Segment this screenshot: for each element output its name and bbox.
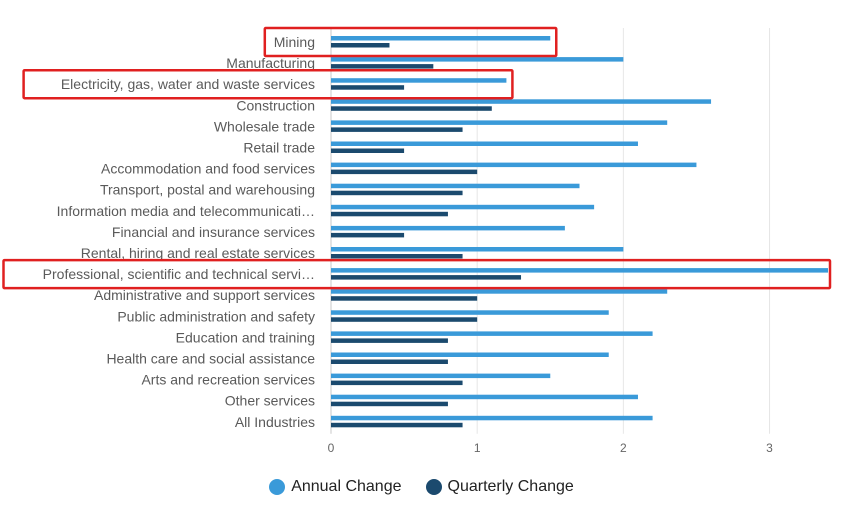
bar-annual-change (331, 415, 653, 421)
category-label: Wholesale trade (214, 118, 315, 134)
category-label: Information media and telecommunicati… (57, 203, 315, 219)
highlight-box (22, 68, 514, 100)
bar-quarterly-change (331, 169, 478, 175)
x-tick-label: 1 (474, 441, 481, 455)
bar-annual-change (331, 57, 624, 62)
bar-quarterly-change (331, 296, 478, 301)
bar-quarterly-change (331, 422, 463, 428)
category-label: Accommodation and food services (101, 161, 315, 177)
legend-swatch-quarterly (425, 479, 442, 495)
category-label: Health care and social assistance (106, 351, 315, 367)
category-label: Transport, postal and warehousing (100, 182, 315, 198)
bar-quarterly-change (331, 106, 492, 111)
category-label: Retail trade (243, 140, 315, 156)
bar-annual-change (331, 78, 507, 83)
bar-quarterly-change (331, 380, 463, 386)
category-label: All Industries (235, 414, 315, 430)
category-label: Manufacturing (226, 55, 315, 71)
x-tick-label: 2 (620, 441, 627, 455)
bar-annual-change (331, 373, 551, 379)
bar-quarterly-change (331, 190, 463, 196)
legend-item-annual[interactable]: Annual Change (269, 478, 402, 496)
bar-annual-change (331, 352, 609, 357)
category-label: Other services (225, 393, 315, 409)
bar-chart: Mining Manufacturing Electricity, gas, wat… (2, 26, 832, 455)
category-label: Administrative and support services (94, 287, 315, 303)
category-label: Public administration and safety (117, 308, 315, 324)
bar-annual-change (331, 331, 653, 336)
legend-item-quarterly[interactable]: Quarterly Change (425, 478, 574, 496)
category-label: Professional, scientific and technical s… (43, 266, 315, 282)
bar-quarterly-change (331, 127, 463, 132)
grid-layer (330, 28, 771, 434)
bar-annual-change (331, 225, 565, 231)
bar-quarterly-change (331, 64, 434, 69)
category-label: Education and training (176, 329, 315, 345)
bar-annual-change (331, 310, 609, 315)
bar-annual-change (331, 289, 668, 294)
legend-label-quarterly: Quarterly Change (447, 478, 574, 495)
category-label: Financial and insurance services (112, 224, 315, 240)
bar-quarterly-change (331, 359, 448, 364)
highlight-boxes (2, 26, 832, 290)
bar-quarterly-change (331, 232, 405, 238)
bar-annual-change (331, 99, 712, 104)
bar-quarterly-change (331, 401, 448, 407)
bar-quarterly-change (331, 43, 390, 48)
category-label: Mining (274, 34, 315, 50)
highlight-box (263, 26, 558, 58)
highlight-box (2, 258, 832, 290)
bar-quarterly-change (331, 85, 405, 90)
category-label: Construction (236, 97, 315, 113)
category-label: Rental, hiring and real estate services (81, 245, 315, 261)
x-tick-label: 3 (766, 441, 773, 455)
x-tick-label: 0 (328, 441, 335, 455)
legend-swatch-annual (269, 479, 286, 495)
bar-quarterly-change (331, 211, 448, 217)
bar-quarterly-change (331, 148, 405, 153)
bar-quarterly-change (331, 338, 448, 343)
bar-annual-change (331, 120, 668, 125)
legend-label-annual: Annual Change (291, 478, 402, 495)
bar-quarterly-change (331, 317, 478, 322)
category-label: Arts and recreation services (141, 372, 315, 388)
bar-annual-change (331, 268, 828, 273)
category-label: Electricity, gas, water and waste servic… (61, 76, 315, 92)
bar-quarterly-change (331, 275, 522, 280)
x-axis-ticks: 0 1 2 3 (328, 441, 774, 455)
bar-annual-change (331, 141, 638, 146)
bar-annual-change (331, 394, 638, 400)
bars-layer (331, 36, 828, 428)
legend: Annual Change Quarterly Change (0, 478, 843, 496)
bar-annual-change (331, 247, 624, 252)
bar-annual-change (331, 183, 580, 189)
bar-annual-change (331, 162, 697, 168)
bar-annual-change (331, 36, 551, 41)
category-labels: Mining Manufacturing Electricity, gas, wat… (43, 34, 316, 430)
bar-quarterly-change (331, 254, 463, 259)
bar-annual-change (331, 204, 595, 210)
